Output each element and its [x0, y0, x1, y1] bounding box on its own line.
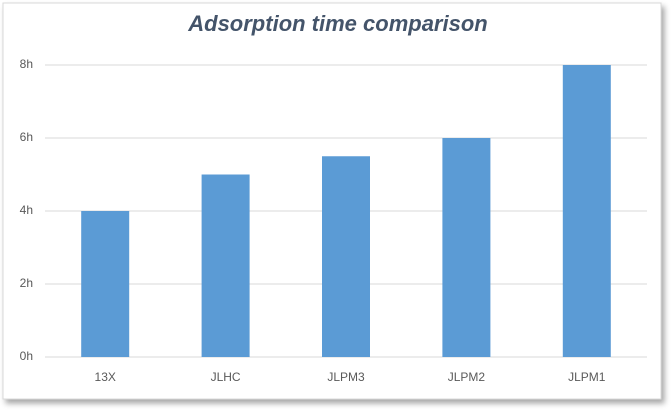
chart-title: Adsorption time comparison	[187, 11, 487, 36]
x-tick-label: JLHC	[211, 370, 241, 384]
bar	[562, 65, 611, 357]
x-tick-label: JLPM1	[568, 370, 606, 384]
bar	[81, 211, 130, 357]
bar	[442, 138, 491, 357]
y-tick-label: 2h	[20, 276, 33, 290]
x-tick-label: JLPM3	[327, 370, 365, 384]
bar	[201, 174, 250, 357]
x-tick-label: 13X	[95, 370, 116, 384]
y-tick-label: 0h	[20, 349, 33, 363]
y-tick-label: 8h	[20, 57, 33, 71]
x-tick-label: JLPM2	[448, 370, 486, 384]
bar	[322, 156, 370, 357]
y-tick-label: 6h	[20, 130, 33, 144]
y-tick-label: 4h	[20, 203, 33, 217]
